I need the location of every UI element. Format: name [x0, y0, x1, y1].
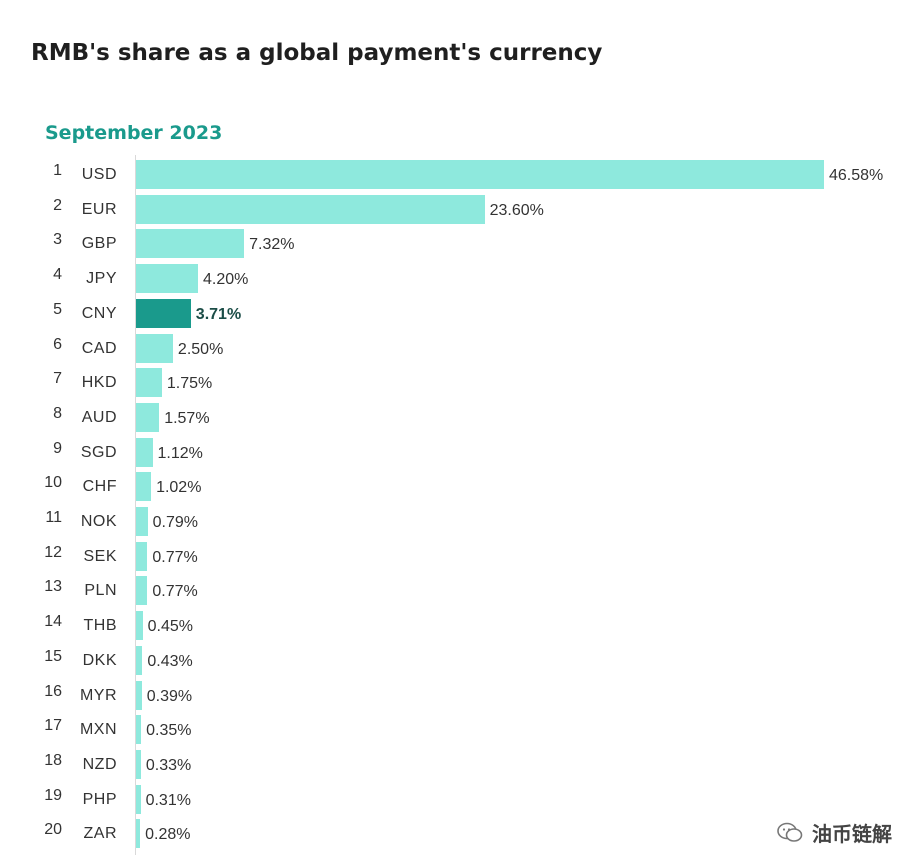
rank-label: 20: [44, 821, 62, 839]
category-label: CHF: [82, 478, 117, 496]
rank-label: 14: [44, 613, 62, 631]
category-label: AUD: [81, 408, 117, 426]
category-label: GBP: [81, 235, 117, 253]
rank-label: 15: [44, 647, 62, 665]
value-label: 3.71%: [195, 305, 242, 323]
bar-dkk: [136, 645, 143, 675]
rank-label: 10: [44, 474, 62, 492]
y-axis-line: [135, 155, 136, 855]
value-label: 0.39%: [146, 687, 193, 705]
value-label: 0.28%: [145, 826, 191, 844]
category-label: NOK: [80, 513, 117, 530]
value-label: 0.77%: [152, 583, 198, 601]
value-label: 0.43%: [147, 652, 193, 670]
bar-aud: [136, 402, 160, 432]
chart-subtitle: September 2023: [45, 122, 223, 144]
category-label: SEK: [83, 547, 117, 565]
value-label: 7.32%: [249, 236, 295, 254]
bar-cad: [136, 333, 173, 363]
chart-title: RMB's share as a global payment's curren…: [31, 40, 603, 66]
value-label: 0.33%: [145, 756, 192, 774]
category-label: MYR: [79, 686, 117, 704]
category-label: PLN: [84, 582, 117, 600]
bar-php: [136, 784, 141, 814]
rank-label: 16: [44, 682, 62, 700]
bar-eur: [136, 194, 485, 224]
rank-label: 13: [44, 578, 62, 596]
bar-jpy: [136, 264, 199, 294]
category-label: CNY: [81, 304, 117, 322]
wechat-icon: [776, 822, 804, 844]
value-label: 1.57%: [164, 409, 210, 427]
rank-label: 4: [53, 266, 62, 284]
bar-nok: [136, 507, 148, 536]
value-label: 1.75%: [166, 375, 213, 393]
rank-label: 11: [45, 509, 62, 526]
bar-mxn: [136, 715, 142, 745]
category-label: PHP: [82, 790, 117, 808]
rank-label: 2: [53, 196, 62, 214]
rank-label: 19: [44, 786, 62, 804]
rank-label: 6: [53, 335, 62, 353]
category-label: EUR: [81, 200, 117, 218]
category-label: USD: [81, 166, 117, 183]
value-label: 0.35%: [146, 722, 192, 740]
category-label: SGD: [80, 443, 117, 461]
rank-label: 8: [53, 404, 62, 422]
bar-usd: [136, 160, 824, 189]
category-label: HKD: [81, 374, 117, 392]
value-label: 2.50%: [177, 340, 224, 358]
bar-gbp: [136, 229, 245, 259]
bar-cny: [136, 298, 191, 328]
category-label: THB: [83, 617, 117, 635]
value-label: 1.02%: [156, 479, 202, 497]
rank-label: 5: [53, 300, 62, 318]
value-label: 0.31%: [145, 791, 191, 809]
value-label: 0.79%: [152, 514, 199, 531]
bar-pln: [136, 576, 148, 606]
category-label: DKK: [82, 651, 117, 669]
category-label: JPY: [86, 270, 117, 288]
rank-label: 12: [44, 543, 62, 561]
rank-label: 17: [44, 717, 62, 735]
category-label: MXN: [79, 721, 117, 739]
rank-label: 7: [53, 370, 62, 388]
bar-sgd: [136, 437, 153, 467]
rank-label: 1: [53, 162, 62, 179]
watermark-text: 油币链解: [812, 822, 892, 846]
bar-sek: [136, 541, 148, 571]
category-label: ZAR: [83, 825, 117, 843]
bar-chf: [136, 472, 152, 502]
bar-zar: [136, 819, 141, 849]
bar-hkd: [136, 368, 162, 398]
watermark: 油币链解: [776, 818, 892, 847]
value-label: 0.77%: [152, 548, 198, 566]
rank-label: 18: [44, 751, 62, 769]
rank-label: 3: [53, 231, 62, 249]
value-label: 0.45%: [147, 618, 194, 636]
value-label: 46.58%: [829, 167, 884, 184]
category-label: NZD: [82, 755, 117, 773]
value-label: 1.12%: [157, 444, 203, 462]
rank-label: 9: [53, 439, 62, 457]
bar-myr: [136, 680, 142, 710]
category-label: CAD: [81, 339, 117, 357]
value-label: 23.60%: [489, 201, 544, 219]
value-label: 4.20%: [203, 271, 249, 289]
bar-nzd: [136, 749, 141, 779]
bar-thb: [136, 611, 143, 641]
